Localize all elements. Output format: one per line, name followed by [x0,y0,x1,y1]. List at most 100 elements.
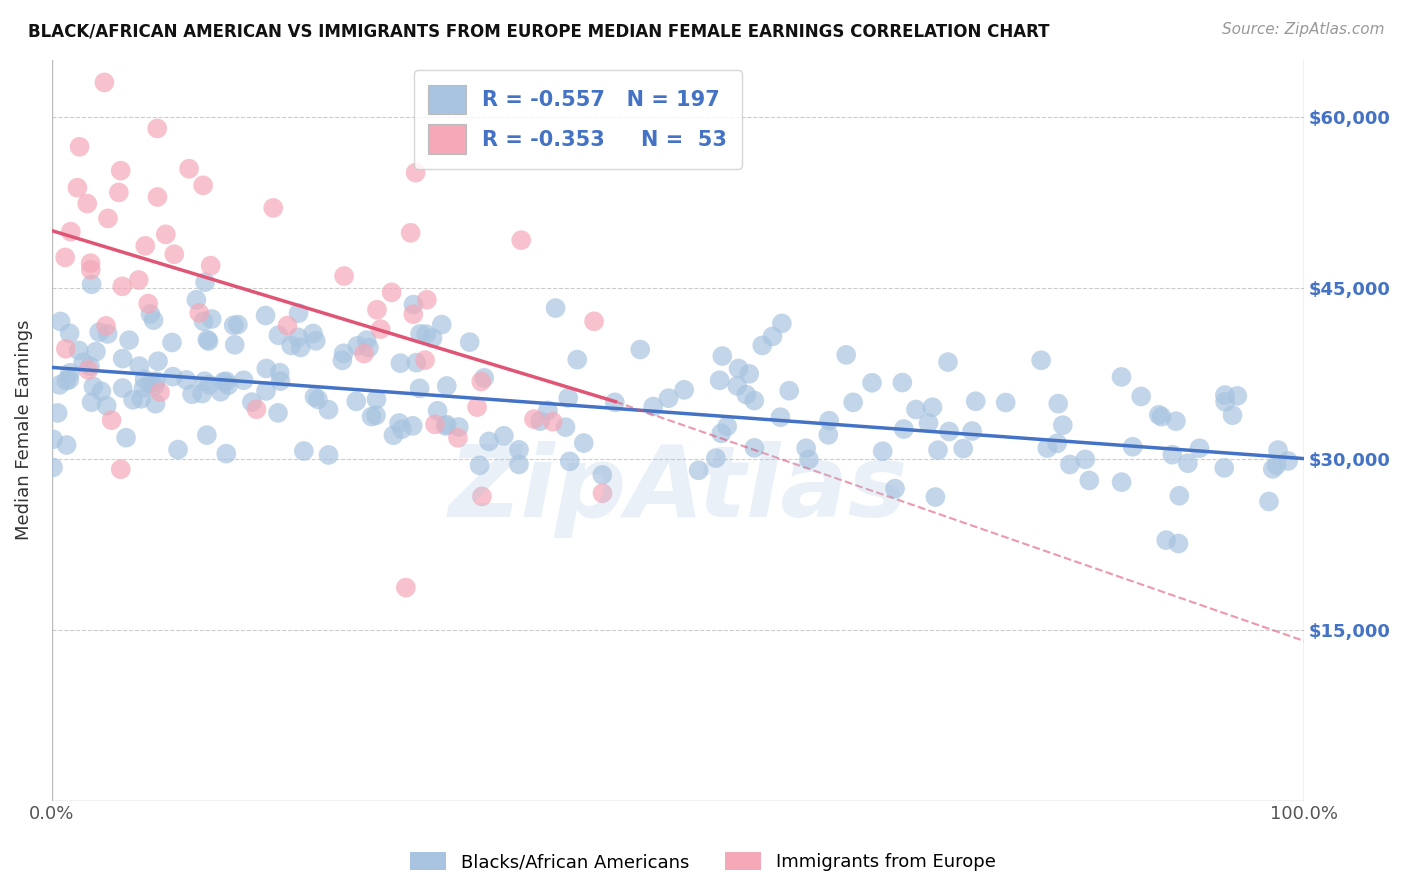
Point [405,166,427,180]
Point [1111,475,1133,490]
Point [891,376,914,390]
Point [402,297,425,311]
Point [817,427,839,442]
Text: Source: ZipAtlas.com: Source: ZipAtlas.com [1222,22,1385,37]
Point [66,180,89,194]
Point [254,384,277,398]
Point [818,414,841,428]
Point [436,417,458,432]
Point [413,353,436,368]
Point [318,448,340,462]
Point [1047,397,1070,411]
Point [80,262,103,277]
Point [468,458,491,473]
Point [436,379,458,393]
Point [405,356,427,370]
Point [58,373,80,387]
Point [134,372,156,386]
Point [430,318,453,332]
Point [143,378,166,392]
Point [1046,436,1069,450]
Point [465,400,488,414]
Point [1111,370,1133,384]
Point [262,201,284,215]
Point [167,442,190,457]
Point [567,352,589,367]
Point [472,371,495,385]
Point [226,318,249,332]
Point [434,418,457,433]
Point [292,444,315,458]
Point [191,386,214,401]
Point [558,454,581,468]
Point [366,302,388,317]
Point [111,351,134,366]
Point [100,413,122,427]
Text: ZipAtlas: ZipAtlas [449,441,908,538]
Point [402,307,425,321]
Point [55,374,77,388]
Point [139,376,162,391]
Point [583,314,606,328]
Point [304,390,326,404]
Point [224,338,246,352]
Point [860,376,883,390]
Point [142,313,165,327]
Point [110,163,132,178]
Point [794,441,817,455]
Point [72,355,94,369]
Point [240,395,263,409]
Legend: Blacks/African Americans, Immigrants from Europe: Blacks/African Americans, Immigrants fro… [404,845,1002,879]
Point [139,307,162,321]
Point [725,379,748,393]
Point [134,239,156,253]
Point [46,406,69,420]
Point [82,379,104,393]
Point [108,186,131,200]
Point [537,403,560,417]
Point [149,385,172,400]
Point [55,342,77,356]
Point [415,327,437,342]
Point [280,338,302,352]
Point [97,211,120,226]
Point [270,374,292,388]
Point [388,416,411,430]
Point [1226,389,1249,403]
Point [76,196,98,211]
Point [194,275,217,289]
Point [628,343,651,357]
Point [382,428,405,442]
Point [1167,536,1189,550]
Point [145,374,167,388]
Point [79,359,101,374]
Point [1222,408,1244,422]
Point [557,391,579,405]
Point [529,414,551,428]
Point [710,426,733,441]
Point [1122,440,1144,454]
Point [458,335,481,350]
Point [1168,489,1191,503]
Point [333,268,356,283]
Point [146,190,169,204]
Point [195,333,218,347]
Point [478,434,501,449]
Point [360,409,382,424]
Point [735,387,758,401]
Point [59,326,82,341]
Point [778,384,800,398]
Point [716,419,738,434]
Point [79,256,101,270]
Point [591,467,613,482]
Point [572,436,595,450]
Point [688,463,710,477]
Point [366,392,388,407]
Point [704,451,727,466]
Point [84,344,107,359]
Point [994,395,1017,409]
Point [59,366,82,380]
Point [603,395,626,409]
Point [42,432,65,446]
Point [42,460,65,475]
